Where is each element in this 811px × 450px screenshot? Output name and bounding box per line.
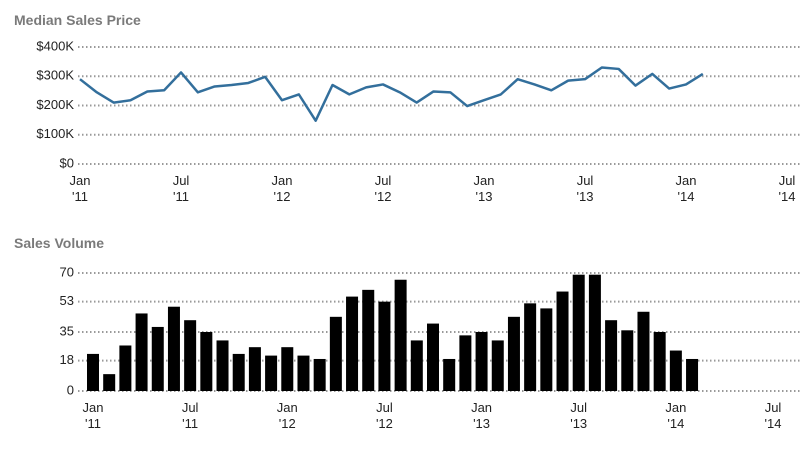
bar (232, 353, 245, 391)
y-tick-label: $300K (36, 68, 74, 83)
bar (119, 345, 132, 391)
y-tick-label: $0 (60, 155, 74, 170)
bar (686, 358, 699, 391)
y-tick-label: 35 (60, 323, 74, 338)
x-tick-label: Jan '12 (276, 400, 298, 431)
bar (87, 353, 99, 391)
x-tick-label: Jan '14 (675, 173, 697, 204)
bar (297, 355, 310, 391)
bar (637, 311, 650, 391)
y-tick-label: 0 (67, 382, 74, 397)
bar (135, 313, 148, 391)
bar (103, 374, 116, 391)
bar (540, 308, 553, 391)
bar (378, 301, 391, 391)
x-tick-label: Jul '14 (764, 400, 782, 431)
bar (346, 296, 359, 391)
bar (459, 335, 472, 391)
bar (605, 320, 618, 391)
bar (427, 323, 439, 391)
bar (329, 316, 342, 391)
bar (281, 347, 294, 391)
bar (507, 316, 520, 391)
x-tick-label: Jan '14 (665, 400, 687, 431)
x-tick-label: Jul '13 (576, 173, 594, 204)
bar (167, 306, 180, 391)
bar (475, 332, 488, 391)
bar (216, 340, 229, 391)
y-tick-label: 53 (60, 293, 74, 308)
y-tick-label: $200K (36, 97, 74, 112)
bar (151, 326, 164, 391)
bar (621, 330, 634, 391)
bar (572, 274, 585, 391)
bar (653, 332, 666, 391)
price-line (79, 66, 704, 122)
bar (248, 347, 261, 391)
bar (313, 358, 326, 391)
x-tick-label: Jul '14 (778, 173, 796, 204)
x-tick-label: Jan '11 (69, 173, 91, 204)
bar (184, 320, 197, 391)
y-tick-label: $100K (36, 126, 74, 141)
bar (362, 289, 375, 391)
bar (200, 332, 213, 391)
x-tick-label: Jan '12 (271, 173, 293, 204)
bar (394, 279, 407, 391)
bar (588, 274, 601, 391)
x-tick-label: Jul '12 (375, 400, 393, 431)
y-tick-label: 18 (60, 352, 74, 367)
x-tick-label: Jul '13 (570, 400, 588, 431)
x-tick-label: Jan '11 (82, 400, 104, 431)
x-tick-label: Jul '12 (374, 173, 392, 204)
bar (265, 355, 278, 391)
y-tick-label: 70 (60, 264, 74, 279)
x-tick-label: Jan '13 (473, 173, 495, 204)
bar (669, 350, 682, 391)
x-tick-label: Jul '11 (181, 400, 199, 431)
x-tick-label: Jan '13 (471, 400, 493, 431)
x-tick-label: Jul '11 (172, 173, 190, 204)
y-tick-label: $400K (36, 38, 74, 53)
bar (410, 340, 423, 391)
bar (524, 303, 537, 391)
bar (491, 340, 504, 391)
chart-title: Median Sales Price (14, 12, 141, 28)
bar (443, 358, 456, 391)
bar (556, 291, 569, 391)
chart-title: Sales Volume (14, 235, 104, 251)
